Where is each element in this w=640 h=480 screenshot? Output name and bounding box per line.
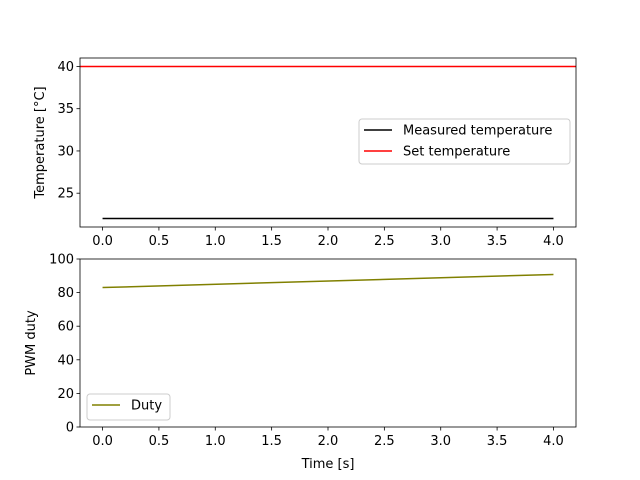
x-tick-label: 0.0 bbox=[92, 434, 113, 449]
x-tick-label: 0.0 bbox=[92, 234, 113, 249]
y-tick-label: 100 bbox=[49, 253, 74, 268]
x-tick-label: 1.5 bbox=[261, 434, 282, 449]
x-tick-label: 3.0 bbox=[430, 234, 451, 249]
x-tick-label: 0.5 bbox=[149, 234, 170, 249]
x-tick-label: 3.0 bbox=[430, 434, 451, 449]
x-tick-label: 4.0 bbox=[543, 234, 564, 249]
y-tick-label: 60 bbox=[57, 320, 74, 335]
x-tick-label: 3.5 bbox=[487, 234, 508, 249]
y-tick-label: 0 bbox=[66, 421, 74, 436]
x-tick-label: 3.5 bbox=[487, 434, 508, 449]
x-tick-label: 2.5 bbox=[374, 234, 395, 249]
x-tick-label: 2.5 bbox=[374, 434, 395, 449]
legend-label: Duty bbox=[131, 399, 162, 414]
subplot-2: 0.0 0.5 1.0 1.5 2.0 2.5 3.0 3.5 4.0 0 20 40 60 80 100 P… bbox=[24, 253, 577, 472]
subplot-1: 0.0 0.5 1.0 1.5 2.0 2.5 3.0 3.5 4.0 25 30 35 40 Tempe… bbox=[33, 57, 577, 249]
y-tick-label: 35 bbox=[57, 102, 74, 117]
x-axis-label: Time [s] bbox=[301, 457, 355, 472]
x-tick-label: 1.0 bbox=[205, 234, 226, 249]
x-tick-label: 1.5 bbox=[261, 234, 282, 249]
x-tick-label: 2.0 bbox=[318, 434, 339, 449]
y-axis-label: PWM duty bbox=[24, 310, 39, 376]
y-tick-label: 30 bbox=[57, 144, 74, 159]
legend-box bbox=[358, 118, 571, 165]
x-tick-label: 1.0 bbox=[205, 434, 226, 449]
y-tick-label: 40 bbox=[57, 353, 74, 368]
y-axis-label: Temperature [°C] bbox=[33, 86, 48, 199]
legend: Measured temperature Set temperature bbox=[358, 118, 571, 165]
legend-label: Measured temperature bbox=[403, 124, 552, 139]
y-tick-label: 20 bbox=[57, 387, 74, 402]
legend-box bbox=[86, 393, 171, 421]
y-tick-label: 80 bbox=[57, 286, 74, 301]
x-tick-label: 4.0 bbox=[543, 434, 564, 449]
x-tick-label: 0.5 bbox=[149, 434, 170, 449]
y-tick-label: 40 bbox=[57, 60, 74, 75]
y-tick-label: 25 bbox=[57, 187, 74, 202]
legend-label: Set temperature bbox=[403, 145, 510, 160]
legend: Duty bbox=[86, 393, 171, 421]
x-tick-label: 2.0 bbox=[318, 234, 339, 249]
series-line-duty bbox=[102, 273, 554, 289]
